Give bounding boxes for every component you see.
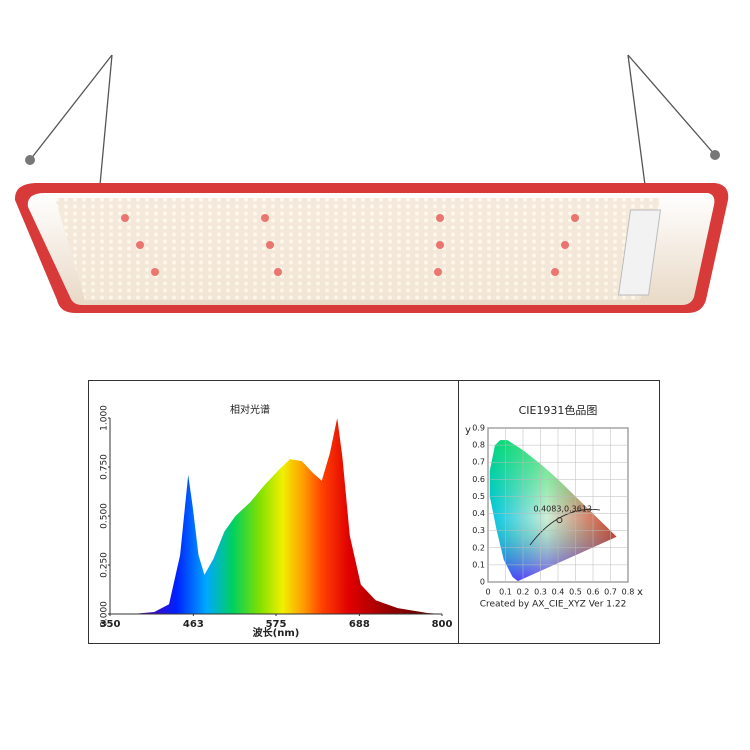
x-tick-label: 0.8 [622,588,635,597]
y-tick-label: 0.5 [472,492,485,501]
x-tick-label: 800 [432,619,453,630]
y-axis-label: y [465,425,471,436]
y-tick-label: 0.000 [100,601,110,627]
y-tick-label: 0.250 [100,552,110,578]
y-tick-label: 0.8 [472,441,485,450]
x-axis-label: x [637,587,643,598]
point-label: 0.4083,0.3613 [533,505,592,514]
lamp-photo [14,54,729,313]
chromaticity-point [556,517,563,524]
y-tick-label: 0.2 [472,543,485,552]
y-tick-label: 0.9 [472,424,485,433]
y-tick-label: 1.000 [100,405,110,431]
spectrum-area [132,418,442,614]
x-tick-label: 0.1 [499,588,512,597]
x-tick-label: 575 [266,619,287,630]
x-axis-label: 波长(nm) [253,626,300,639]
x-tick-label: 0.2 [517,588,530,597]
x-tick-label: 463 [183,619,204,630]
chart-title: CIE1931色品图 [519,403,598,417]
footer: Created by AX_CIE_XYZ Ver 1.22 [480,600,627,610]
x-tick-label: 0 [485,588,490,597]
y-tick-label: 0.3 [472,526,485,535]
y-tick-label: 0.500 [100,503,110,529]
x-tick-label: 0.3 [534,588,547,597]
y-tick-label: 0.4 [472,509,485,518]
x-tick-label: 0.7 [604,588,617,597]
y-tick-label: 0.6 [472,475,485,484]
chart-title: 相对光谱 [230,403,270,416]
x-tick-label: 0.5 [569,588,582,597]
x-tick-label: 0.4 [552,588,565,597]
x-tick-label: 0.6 [587,588,600,597]
y-tick-label: 0.1 [472,560,485,569]
cie-locus [489,440,617,582]
x-tick-label: 350 [100,619,121,630]
y-tick-label: 0 [480,578,485,587]
y-tick-label: 0.7 [472,458,485,467]
x-tick-label: 688 [349,619,370,630]
y-tick-label: 0.750 [100,454,110,480]
